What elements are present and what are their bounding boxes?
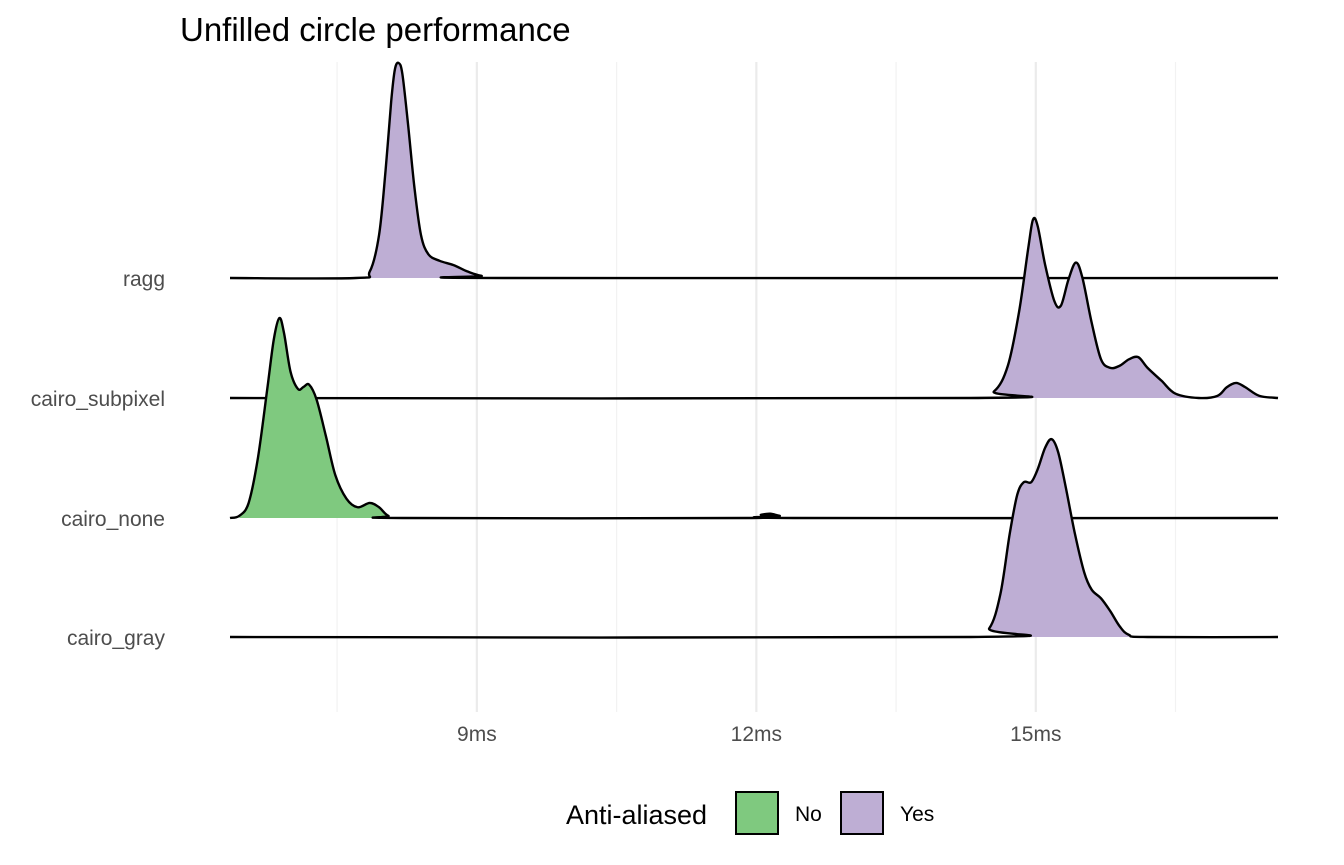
ridge-cairo_none <box>229 316 1279 520</box>
ridge-fill-cairo_subpixel <box>975 217 1278 399</box>
ridge-fill-cairo_none <box>239 318 813 519</box>
legend: Anti-aliased No Yes <box>566 791 934 835</box>
y-axis-labels: ragg cairo_subpixel cairo_none cairo_gray <box>31 268 166 650</box>
x-tick-label: 12ms <box>731 723 782 746</box>
ridge-line-cairo_subpixel <box>229 216 1279 400</box>
ridge-line-cairo_none <box>229 316 1279 520</box>
legend-key-yes <box>840 791 884 835</box>
ridge-ragg <box>229 61 1279 280</box>
ridge-cairo_gray <box>229 437 1279 639</box>
ridge-fill-cairo_gray <box>970 439 1185 638</box>
y-label-cairo_none: cairo_none <box>61 508 165 531</box>
y-label-cairo_gray: cairo_gray <box>67 627 166 650</box>
x-axis-tick-labels: 9ms 12ms 15ms <box>457 723 1061 746</box>
legend-title: Anti-aliased <box>566 800 707 830</box>
y-label-ragg: ragg <box>123 268 165 291</box>
x-tick-label: 15ms <box>1010 723 1061 746</box>
chart-title: Unfilled circle performance <box>180 11 571 48</box>
ridge-fill-ragg <box>365 62 505 278</box>
legend-key-no <box>735 791 779 835</box>
y-label-cairo_subpixel: cairo_subpixel <box>31 388 165 411</box>
ridge-cairo_subpixel <box>229 216 1279 400</box>
legend-label-no: No <box>795 803 822 826</box>
ridge-line-ragg <box>229 61 1279 280</box>
ridge-line-cairo_gray <box>229 437 1279 639</box>
x-tick-label: 9ms <box>457 723 497 746</box>
legend-label-yes: Yes <box>900 803 934 826</box>
ridges <box>229 61 1279 639</box>
